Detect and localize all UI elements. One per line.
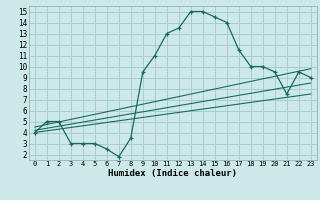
X-axis label: Humidex (Indice chaleur): Humidex (Indice chaleur) [108,169,237,178]
